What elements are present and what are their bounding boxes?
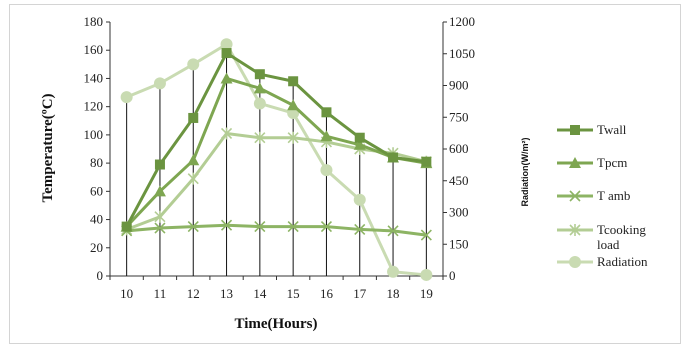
- data-point-s0: [388, 152, 399, 163]
- data-point-s0: [254, 69, 265, 80]
- legend-label: Radiation: [597, 254, 648, 269]
- legend-label: Tcooking load: [597, 222, 646, 252]
- data-point-s2: [220, 219, 233, 231]
- x-tick-label: 16: [320, 286, 334, 301]
- y-tick-label: 80: [90, 155, 103, 170]
- legend-label: Twall: [597, 122, 627, 137]
- data-point-s2: [187, 221, 199, 233]
- data-point-s0: [154, 159, 165, 170]
- legend-swatch-marker: [569, 224, 581, 236]
- data-point-s0: [121, 221, 132, 232]
- y-tick-label: 100: [84, 127, 104, 142]
- data-point-s2: [287, 221, 299, 233]
- data-point-s1: [320, 130, 333, 142]
- data-point-s3: [154, 210, 166, 223]
- y-tick-label: 60: [90, 183, 103, 198]
- x-tick-label: 15: [287, 286, 300, 301]
- data-point-s4: [187, 58, 200, 71]
- series-line-1: [125, 76, 427, 228]
- legend-swatch-marker: [570, 125, 580, 135]
- data-point-s1: [153, 185, 166, 197]
- data-point-s2: [420, 229, 432, 241]
- y2-tick-label: 600: [449, 141, 469, 156]
- legend-swatch-marker: [569, 190, 581, 202]
- data-point-s4: [353, 193, 366, 206]
- legend-label: T amb: [597, 188, 630, 203]
- y-tick-label: 180: [84, 14, 104, 29]
- data-point-s3: [254, 131, 266, 144]
- series-line-0: [125, 51, 427, 228]
- x-tick-label: 17: [353, 286, 367, 301]
- data-point-s4: [220, 38, 233, 51]
- data-point-s4: [120, 91, 133, 104]
- y2-tick-label: 300: [449, 205, 469, 220]
- data-point-s2: [354, 223, 366, 235]
- data-point-s3: [287, 131, 299, 144]
- x-tick-label: 11: [154, 286, 167, 301]
- data-point-s0: [188, 112, 199, 123]
- y2-tick-label: 150: [449, 236, 469, 251]
- y2-tick-label: 750: [449, 109, 469, 124]
- x-tick-label: 19: [420, 286, 433, 301]
- data-point-s4: [153, 77, 166, 90]
- data-point-s0: [288, 76, 299, 87]
- y2-tick-label: 1200: [449, 14, 475, 29]
- data-point-s1: [220, 72, 233, 84]
- x-tick-label: 10: [120, 286, 133, 301]
- data-point-s1: [287, 99, 300, 111]
- series-line-2: [126, 223, 427, 237]
- data-point-s4: [420, 268, 433, 281]
- y-tick-label: 160: [84, 42, 104, 57]
- data-point-s2: [320, 221, 333, 233]
- data-point-s2: [387, 225, 399, 237]
- x-tick-label: 12: [187, 286, 200, 301]
- y-tick-label: 140: [84, 70, 104, 85]
- data-point-s0: [421, 156, 432, 167]
- legend-label: Tpcm: [597, 155, 627, 170]
- y-tick-label: 120: [84, 99, 104, 114]
- data-point-s1: [353, 138, 366, 150]
- y2-tick-label: 450: [449, 173, 469, 188]
- chart-frame: [9, 4, 681, 344]
- data-point-s3: [187, 172, 199, 185]
- data-point-s4: [387, 265, 400, 278]
- legend-swatch-marker: [569, 157, 581, 168]
- x-tick-label: 14: [253, 286, 267, 301]
- data-point-s1: [187, 154, 200, 166]
- x-axis-title: Time(Hours): [234, 316, 317, 332]
- x-tick-label: 13: [220, 286, 233, 301]
- data-point-s4: [320, 164, 333, 177]
- y2-tick-label: 0: [449, 268, 456, 283]
- y-tick-label: 40: [90, 212, 103, 227]
- data-point-s0: [221, 48, 232, 59]
- y-tick-label: 0: [97, 268, 104, 283]
- data-point-s2: [154, 222, 166, 234]
- data-point-s4: [253, 97, 266, 110]
- data-point-s0: [354, 132, 365, 143]
- y-tick-label: 20: [90, 240, 103, 255]
- y2-tick-label: 900: [449, 78, 469, 93]
- x-tick-label: 18: [387, 286, 400, 301]
- data-point-s3: [220, 127, 233, 140]
- y2-axis-title: Radiation(W/m²): [520, 138, 530, 207]
- data-point-s2: [254, 221, 266, 233]
- y2-tick-label: 1050: [449, 46, 475, 61]
- data-point-s0: [321, 107, 332, 118]
- data-point-s1: [253, 82, 266, 94]
- series-line-4: [126, 42, 427, 277]
- y-axis-title: Temperature(ºC): [40, 93, 56, 202]
- legend-swatch-marker: [569, 256, 581, 268]
